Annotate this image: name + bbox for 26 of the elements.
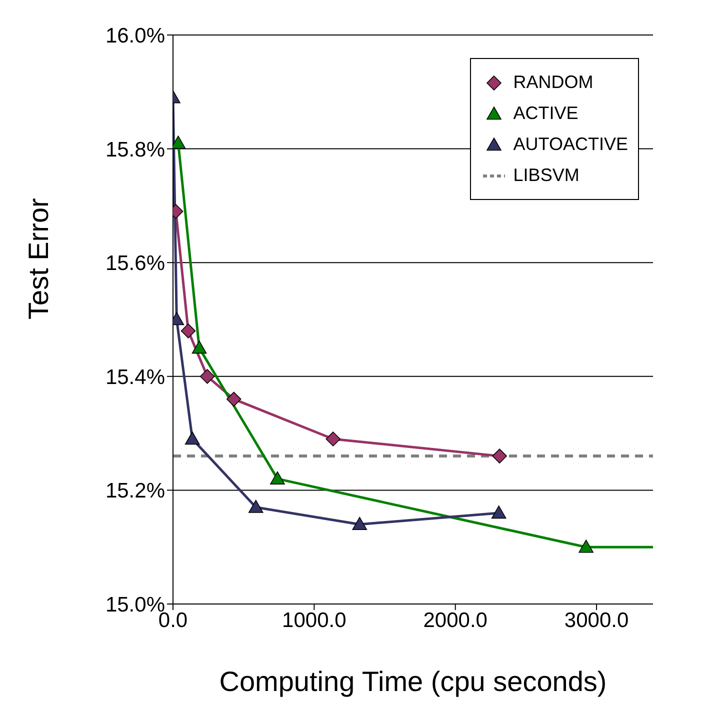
point: [352, 516, 368, 530]
y-tick-label: 15.8%: [105, 138, 165, 162]
x-tick-label: 1000.0: [282, 608, 346, 632]
legend-label: RANDOM: [513, 71, 594, 94]
point: [192, 340, 207, 354]
point: [226, 392, 242, 407]
y-tick-label: 15.4%: [105, 366, 165, 389]
x-tick-label: 2000.0: [423, 608, 488, 632]
legend-label: LIBSVM: [513, 164, 580, 187]
point: [326, 432, 340, 446]
point: [200, 369, 215, 384]
point: [180, 323, 196, 338]
point: [491, 506, 506, 519]
point: [578, 540, 594, 553]
x-tick-label: 3000.0: [564, 608, 629, 632]
y-tick-label: 15.6%: [105, 252, 165, 276]
point: [492, 448, 507, 464]
point: [248, 500, 264, 513]
point: [184, 432, 200, 445]
y-axis-title: Test Error: [22, 198, 54, 320]
y-tick-label: 15.2%: [105, 480, 165, 503]
y-tick-label: 16.0%: [105, 24, 165, 48]
point: [270, 471, 285, 484]
x-axis-title: Computing Time (cpu seconds): [219, 666, 607, 697]
legend-label: ACTIVE: [513, 102, 578, 125]
legend-label: AUTOACTIVE: [513, 133, 628, 156]
